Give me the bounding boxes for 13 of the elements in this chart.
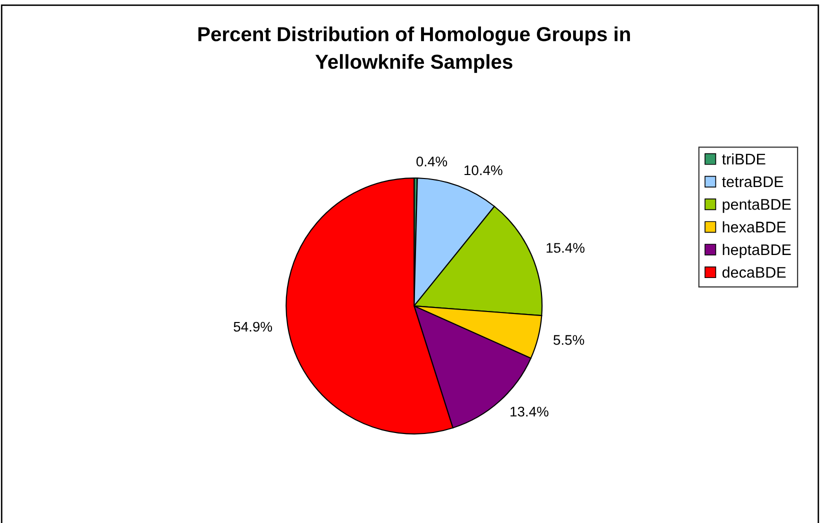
legend-label: tetraBDE [722,176,784,188]
legend-label: heptaBDE [722,244,791,258]
chart-title: Percent Distribution of Homologue Groups in Yellowknife Samples [198,26,630,73]
data-label: 15.4% [546,243,584,253]
legend-label: hexaBDE [722,221,786,232]
data-label: 54.9% [234,322,272,332]
legend-label: triBDE [722,153,766,165]
data-label: 10.4% [464,165,502,176]
data-label: 13.4% [510,406,548,417]
legend-label: pentaBDE [722,199,791,213]
legend-label: decaBDE [722,266,786,278]
data-label: 0.4% [416,156,448,166]
data-label: 5.5% [554,335,584,345]
